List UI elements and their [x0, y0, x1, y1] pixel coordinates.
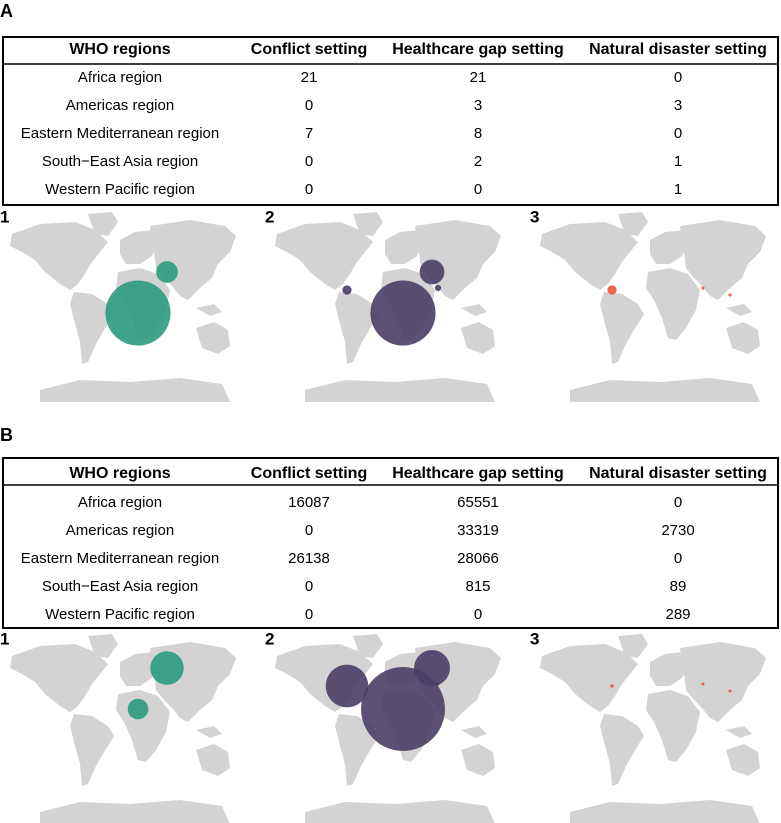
table-cell: 1 [674, 153, 682, 170]
table-header: Healthcare gap setting [392, 41, 564, 58]
map-label: 3 [530, 207, 539, 226]
map-land [10, 634, 236, 823]
bubble [728, 293, 732, 297]
table-cell: 0 [474, 606, 482, 623]
bubble [607, 285, 617, 295]
table-cell: Africa region [78, 69, 162, 86]
bubble [434, 284, 442, 292]
table-header: Healthcare gap setting [392, 465, 564, 482]
bubble [342, 285, 352, 295]
table-header: Natural disaster setting [589, 465, 767, 482]
table-cell: 33319 [457, 522, 499, 539]
map-land [540, 212, 766, 402]
table-cell: Americas region [66, 522, 174, 539]
map-label: 1 [0, 207, 9, 226]
table-cell: Eastern Mediterranean region [21, 125, 219, 142]
table-cell: 289 [665, 606, 690, 623]
table-cell: 0 [305, 578, 313, 595]
table-cell: 0 [305, 522, 313, 539]
table-cell: 815 [465, 578, 490, 595]
table-cell: 2 [474, 153, 482, 170]
table-cell: Africa region [78, 494, 162, 511]
world-map [540, 212, 766, 402]
table-header: Conflict setting [251, 41, 367, 58]
bubble [414, 650, 450, 686]
table-cell: 0 [305, 97, 313, 114]
table-header: Natural disaster setting [589, 41, 767, 58]
table-cell: 0 [674, 494, 682, 511]
table-cell: 16087 [288, 494, 330, 511]
table-cell: South−East Asia region [42, 153, 198, 170]
panel-label: B [0, 425, 13, 445]
table-cell: 28066 [457, 550, 499, 567]
table-cell: 0 [674, 550, 682, 567]
bubble [150, 651, 184, 685]
table-cell: 0 [474, 181, 482, 198]
table-header: WHO regions [69, 41, 170, 58]
table-cell: 26138 [288, 550, 330, 567]
table-cell: 0 [674, 125, 682, 142]
table-header: Conflict setting [251, 465, 367, 482]
table-cell: Americas region [66, 97, 174, 114]
table-cell: 0 [674, 69, 682, 86]
map-label: 2 [265, 629, 274, 648]
table-cell: 7 [305, 125, 313, 142]
table-border [2, 36, 779, 206]
table-cell: 0 [305, 153, 313, 170]
table-cell: 65551 [457, 494, 499, 511]
table-cell: 2730 [661, 522, 694, 539]
bubble [370, 280, 436, 346]
table-cell: 0 [305, 606, 313, 623]
bubble [701, 286, 705, 290]
bubble [701, 682, 705, 686]
bubble [127, 698, 149, 720]
table-cell: 0 [305, 181, 313, 198]
table-border [2, 457, 779, 629]
bubble [436, 682, 440, 686]
table-cell: Western Pacific region [45, 606, 195, 623]
table-cell: 89 [670, 578, 687, 595]
table-cell: South−East Asia region [42, 578, 198, 595]
table-cell: 21 [301, 69, 318, 86]
table-cell: 3 [674, 97, 682, 114]
world-map [540, 634, 766, 823]
bubble [610, 684, 614, 688]
map-land [540, 634, 766, 823]
bubble [419, 259, 445, 285]
table-cell: 3 [474, 97, 482, 114]
bubble [361, 667, 445, 751]
table-cell: 1 [674, 181, 682, 198]
map-label: 3 [530, 629, 539, 648]
panel-label: A [0, 1, 13, 21]
world-map [10, 634, 236, 823]
table-header: WHO regions [69, 465, 170, 482]
table-cell: 8 [474, 125, 482, 142]
bubble [728, 689, 732, 693]
bubble [325, 664, 369, 708]
bubble [105, 280, 171, 346]
map-label: 1 [0, 629, 9, 648]
table-cell: Western Pacific region [45, 181, 195, 198]
map-label: 2 [265, 207, 274, 226]
bubble [156, 261, 178, 283]
table-cell: Eastern Mediterranean region [21, 550, 219, 567]
table-cell: 21 [470, 69, 487, 86]
